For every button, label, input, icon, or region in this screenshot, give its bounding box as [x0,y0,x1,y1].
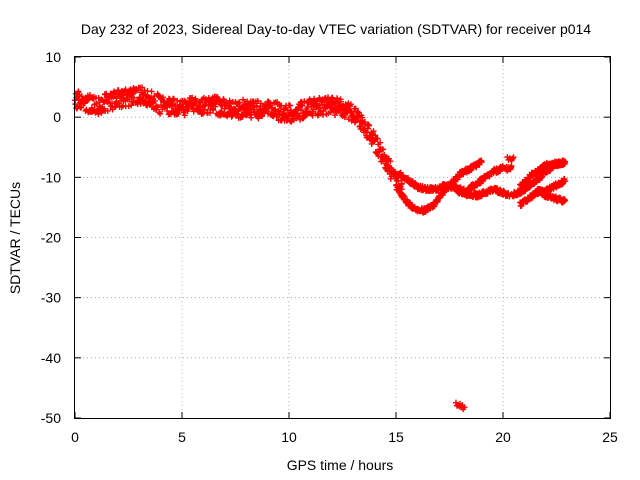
data-point [157,110,164,117]
x-tick-label: 15 [388,429,404,445]
data-point [223,99,230,106]
data-point [381,153,388,160]
x-tick-label: 0 [71,429,79,445]
y-tick-label: -10 [41,169,61,185]
data-point [340,111,347,118]
x-tick-label: 5 [178,429,186,445]
data-point [201,106,208,113]
data-point [112,91,119,98]
y-tick-label: 0 [53,109,61,125]
data-point [239,113,246,120]
data-point [395,177,402,184]
data-point [461,404,468,411]
data-point [227,100,234,107]
data-point [175,110,182,117]
data-point [164,107,171,114]
data-point [154,104,161,111]
data-point [287,102,294,109]
data-point [148,88,155,95]
data-point [216,98,223,105]
data-point [180,103,187,110]
data-point [197,99,204,106]
data-point [160,97,167,104]
data-point [210,107,217,114]
chart-title: Day 232 of 2023, Sidereal Day-to-day VTE… [81,21,591,37]
data-point [170,96,177,103]
data-point [151,97,158,104]
data-point [380,146,387,153]
data-point [111,88,118,95]
x-tick-label: 20 [495,429,511,445]
data-point [505,190,512,197]
data-point [332,100,339,107]
data-point [337,98,344,105]
y-tick-label: -20 [41,230,61,246]
data-point [72,101,79,108]
data-point [374,135,381,142]
data-point [257,100,264,107]
data-point [126,87,133,94]
data-point [310,106,317,113]
x-tick-label: 25 [602,429,618,445]
y-axis-label: SDTVAR / TECUs [7,182,23,294]
y-tick-label: -50 [41,410,61,426]
data-point [104,107,111,114]
data-point [562,158,569,165]
y-tick-label: 10 [45,49,61,65]
data-point [478,159,485,166]
data-point [387,158,394,165]
y-tick-label: -30 [41,290,61,306]
data-point [352,105,359,112]
data-point [365,121,372,128]
data-point [181,112,188,119]
data-point [347,101,354,108]
data-point [185,105,192,112]
data-point [508,162,515,169]
data-point [254,97,261,104]
data-point [331,112,338,119]
data-point [562,197,569,204]
data-point [299,102,306,109]
plot-frame [74,56,611,419]
data-point [398,180,405,187]
data-point [130,94,137,101]
data-point [377,139,384,146]
data-point [352,118,359,125]
data-point [341,114,348,121]
x-axis-label: GPS time / hours [287,457,394,473]
data-point [130,85,137,92]
tick-layer: 0 5 10 15 20 25 10 0 -10 -20 -30 -40 -50 [41,49,618,445]
data-point [297,107,304,114]
x-tick-label: 10 [281,429,297,445]
data-point [510,154,517,161]
data-point [314,112,321,119]
data-point [101,91,108,98]
data-point [248,114,255,121]
data-point [241,105,248,112]
y-tick-label: -40 [41,350,61,366]
data-point [75,88,82,95]
data-point [370,128,377,135]
data-point [562,178,569,185]
data-point [366,122,373,129]
data-point [240,96,247,103]
data-layer [71,84,569,413]
data-point [81,100,88,107]
data-point [253,102,260,109]
